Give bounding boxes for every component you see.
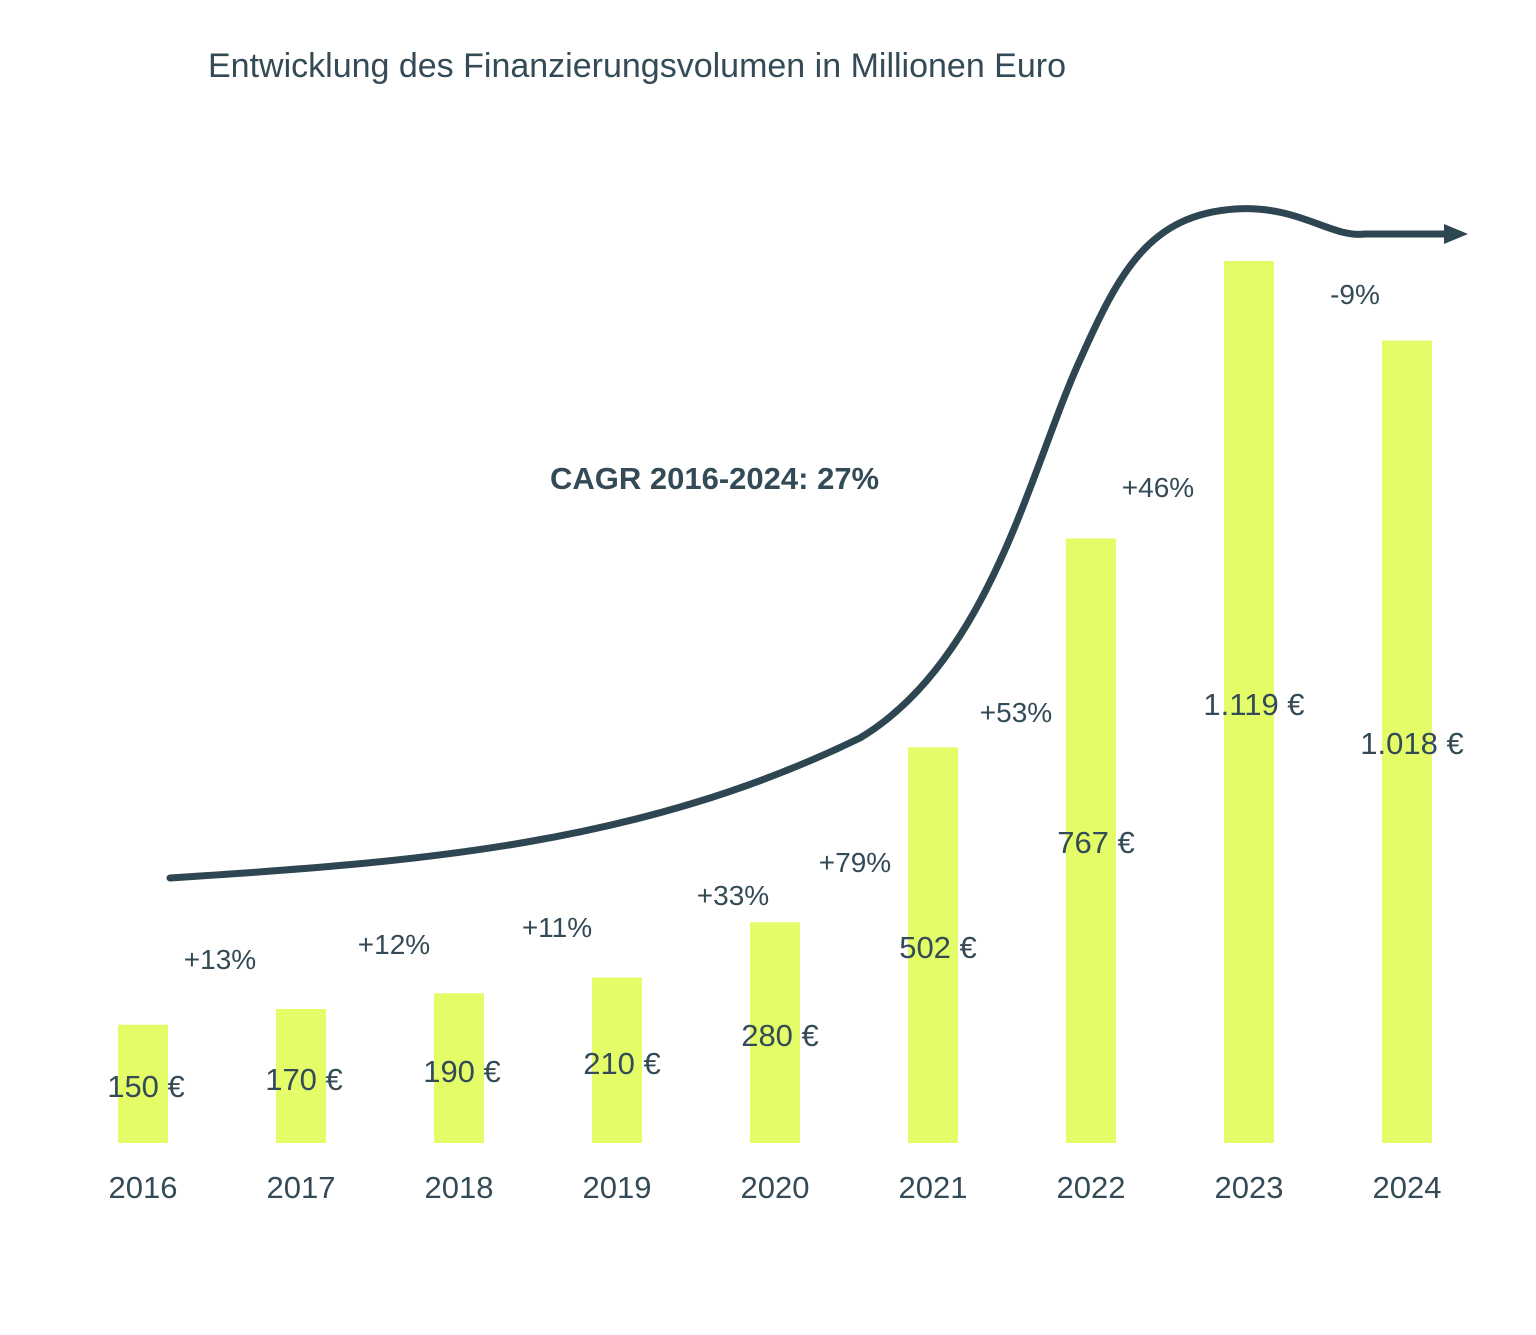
bar-2022: [1066, 538, 1116, 1143]
x-tick-2021: 2021: [899, 1170, 968, 1205]
chart-title: Entwicklung des Finanzierungsvolumen in …: [208, 47, 1066, 85]
value-label-2019: 210 €: [583, 1046, 661, 1081]
x-tick-2016: 2016: [109, 1170, 178, 1205]
trend-arrow-head: [1444, 224, 1468, 244]
bar-2021: [908, 747, 958, 1143]
bar-2018: [434, 993, 484, 1143]
bar-2024: [1382, 340, 1432, 1143]
bars-group: [118, 261, 1432, 1143]
trend-curve: [166, 205, 1452, 882]
value-label-2017: 170 €: [265, 1062, 343, 1097]
growth-label-5: +79%: [819, 847, 891, 878]
x-tick-2018: 2018: [425, 1170, 494, 1205]
growth-label-2: +12%: [358, 929, 430, 960]
value-label-2024: 1.018 €: [1360, 726, 1463, 761]
labels-group: 150 € 2016 170 € 2017 190 € 2018 210 € 2019 280 …: [107, 279, 1464, 1205]
value-label-2020: 280 €: [741, 1018, 819, 1053]
x-tick-2019: 2019: [583, 1170, 652, 1205]
growth-label-6: +53%: [980, 697, 1052, 728]
value-label-2021: 502 €: [899, 930, 977, 965]
growth-label-8: -9%: [1330, 279, 1380, 310]
cagr-annotation: CAGR 2016-2024: 27%: [550, 461, 879, 496]
x-tick-2020: 2020: [741, 1170, 810, 1205]
value-label-2016: 150 €: [107, 1069, 185, 1104]
bar-2017: [276, 1009, 326, 1143]
bar-2016: [118, 1024, 168, 1143]
x-tick-2022: 2022: [1057, 1170, 1126, 1205]
growth-label-7: +46%: [1122, 472, 1194, 503]
x-tick-2017: 2017: [267, 1170, 336, 1205]
growth-label-4: +33%: [697, 880, 769, 911]
growth-label-1: +13%: [184, 944, 256, 975]
x-tick-2023: 2023: [1215, 1170, 1284, 1205]
x-tick-2024: 2024: [1373, 1170, 1442, 1205]
value-label-2018: 190 €: [423, 1054, 501, 1089]
bar-2019: [592, 977, 642, 1143]
bar-2023: [1224, 261, 1274, 1143]
value-label-2023: 1.119 €: [1203, 687, 1304, 722]
bar-2020: [750, 922, 800, 1143]
value-label-2022: 767 €: [1057, 825, 1135, 860]
growth-label-3: +11%: [522, 912, 592, 943]
